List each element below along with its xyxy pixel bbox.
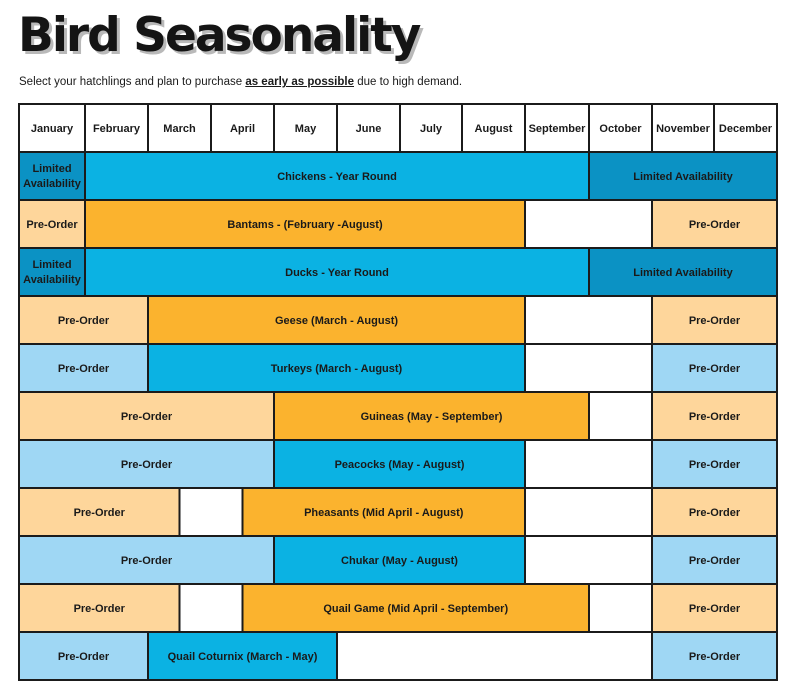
season-bar	[18, 247, 86, 297]
season-bar	[651, 631, 778, 681]
season-bar	[18, 199, 86, 249]
season-bar	[651, 199, 778, 249]
month-header-label: September	[529, 123, 587, 135]
season-label: Limited Availability	[633, 267, 733, 279]
month-header-label: March	[163, 123, 196, 135]
season-label: Pre-Order	[121, 555, 173, 567]
season-label: Pre-Order	[26, 219, 78, 231]
season-label: Turkeys (March - August)	[271, 363, 403, 375]
season-label: Pre-Order	[689, 315, 741, 327]
season-label: Pre-Order	[74, 603, 126, 615]
season-label: Quail Game (Mid April - September)	[323, 603, 508, 615]
season-bar	[147, 343, 526, 393]
season-bar	[588, 151, 778, 201]
month-header-label: October	[599, 123, 642, 135]
month-header-label: December	[719, 123, 773, 135]
season-bar	[651, 439, 778, 489]
season-bar	[651, 295, 778, 345]
season-label: Quail Coturnix (March - May)	[168, 651, 318, 663]
subtitle-tail: due to high demand.	[354, 76, 463, 88]
season-label: Pheasants (Mid April - August)	[304, 507, 464, 519]
season-bar	[84, 199, 526, 249]
season-label: Pre-Order	[689, 651, 741, 663]
month-header-label: January	[31, 123, 74, 135]
season-bar	[84, 151, 590, 201]
month-header-label: June	[356, 123, 382, 135]
season-label: Availability	[23, 274, 82, 286]
page-title: Bird Seasonality	[18, 8, 421, 63]
season-label: Chukar (May - August)	[341, 555, 458, 567]
month-header-label: April	[230, 123, 255, 135]
season-label: Pre-Order	[74, 507, 126, 519]
season-label: Pre-Order	[58, 363, 110, 375]
season-label: Limited	[32, 259, 71, 271]
subtitle-lead: Select your hatchlings and plan to purch…	[19, 76, 246, 88]
month-header-cell	[461, 103, 526, 153]
season-bar	[273, 391, 590, 441]
season-bar	[651, 535, 778, 585]
table-frame	[18, 103, 778, 681]
season-label: Pre-Order	[689, 363, 741, 375]
month-header-label: February	[93, 123, 141, 135]
season-bar	[147, 631, 338, 681]
subtitle: Select your hatchlings and plan to purch…	[19, 76, 462, 88]
season-label: Pre-Order	[689, 555, 741, 567]
season-label: Ducks - Year Round	[285, 267, 389, 279]
month-header-label: August	[475, 123, 513, 135]
season-label: Bantams - (February -August)	[227, 219, 383, 231]
month-header-label: November	[656, 123, 711, 135]
season-label: Guineas (May - September)	[361, 411, 503, 423]
season-label: Peacocks (May - August)	[335, 459, 465, 471]
season-label: Availability	[23, 178, 82, 190]
season-label: Limited Availability	[633, 171, 733, 183]
season-label: Chickens - Year Round	[277, 171, 397, 183]
season-bar	[18, 151, 86, 201]
season-label: Pre-Order	[689, 459, 741, 471]
season-label: Pre-Order	[58, 315, 110, 327]
season-bar	[147, 295, 526, 345]
season-label: Pre-Order	[121, 459, 173, 471]
month-header-label: May	[295, 123, 317, 135]
season-label: Pre-Order	[689, 507, 741, 519]
season-bar	[273, 535, 526, 585]
season-label: Pre-Order	[689, 603, 741, 615]
month-header-label: July	[420, 123, 443, 135]
season-label: Pre-Order	[58, 651, 110, 663]
season-label: Pre-Order	[121, 411, 173, 423]
subtitle-emphasis: as early as possible	[245, 76, 354, 88]
season-label: Geese (March - August)	[275, 315, 398, 327]
season-bar	[241, 583, 590, 633]
season-label: Pre-Order	[689, 411, 741, 423]
season-bar	[18, 391, 275, 441]
season-label: Pre-Order	[689, 219, 741, 231]
season-label: Limited	[32, 163, 71, 175]
